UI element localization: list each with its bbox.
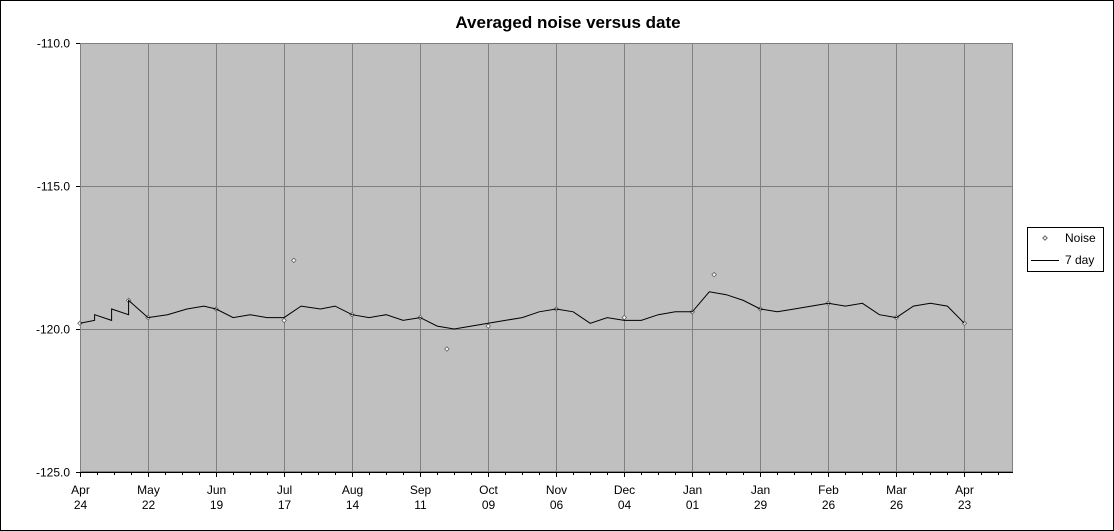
y-tick-label: -115.0 (37, 180, 70, 194)
x-tick-label-day: 26 (890, 498, 904, 512)
x-tick-label-month: Jul (277, 483, 292, 497)
x-tick-label-month: Jan (751, 483, 770, 497)
x-axis: Apr24May22Jun19Jul17Aug14Sep11Oct09Nov06… (71, 472, 1013, 512)
legend-box (1027, 227, 1104, 272)
x-tick-label-month: May (137, 483, 160, 497)
seven-day-series-line (79, 291, 965, 330)
y-axis: -110.0 -115.0 -120.0 -125.0 (36, 37, 81, 480)
x-tick-label-month: Oct (479, 483, 498, 497)
x-tick-label-day: 22 (142, 498, 156, 512)
x-tick-label-month: Aug (342, 483, 363, 497)
x-tick-label-day: 11 (414, 498, 427, 512)
x-tick-label-day: 24 (74, 498, 88, 512)
x-tick-label-day: 19 (210, 498, 224, 512)
legend-label-seven-day: 7 day (1065, 253, 1094, 267)
noise-point (281, 317, 287, 324)
x-tick-label-month: Sep (410, 483, 432, 497)
legend-marker-noise (1042, 235, 1048, 241)
noise-point (711, 271, 717, 278)
x-tick-label-day: 09 (482, 498, 496, 512)
legend: Noise 7 day (1027, 227, 1104, 272)
x-tick-label-day: 23 (958, 498, 972, 512)
legend-label-noise: Noise (1065, 231, 1096, 245)
x-tick-label-month: Jan (683, 483, 702, 497)
y-tick-label: -120.0 (36, 323, 70, 337)
x-tick-label-month: Nov (546, 483, 567, 497)
noise-point (621, 314, 628, 321)
x-tick-label-month: Dec (614, 483, 635, 497)
x-tick-label-month: Apr (955, 483, 974, 497)
x-tick-label-month: Feb (818, 483, 839, 497)
x-tick-label-day: 01 (686, 498, 700, 512)
x-tick-label-day: 06 (550, 498, 564, 512)
noise-point (291, 257, 297, 264)
chart-title: Averaged noise versus date (455, 13, 680, 32)
x-tick-label-month: Jun (207, 483, 226, 497)
x-tick-label-day: 29 (754, 498, 768, 512)
y-tick-label: -110.0 (37, 37, 70, 51)
plot-border (80, 43, 1013, 472)
x-tick-label-day: 26 (822, 498, 836, 512)
plot-area (80, 43, 1013, 472)
x-tick-label-month: Apr (71, 483, 90, 497)
x-tick-label-day: 04 (618, 498, 632, 512)
gridlines (80, 43, 1013, 472)
x-tick-label-month: Mar (886, 483, 907, 497)
noise-point (485, 323, 491, 329)
x-tick-label-day: 17 (278, 498, 292, 512)
x-tick-label-day: 14 (346, 498, 360, 512)
noise-point (444, 346, 450, 352)
y-tick-label: -125.0 (36, 466, 70, 480)
